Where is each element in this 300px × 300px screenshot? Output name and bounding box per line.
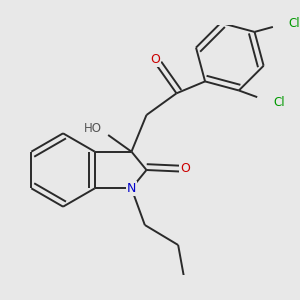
Text: HO: HO	[84, 122, 102, 135]
Text: O: O	[150, 53, 160, 67]
Text: O: O	[180, 162, 190, 175]
Text: Cl: Cl	[289, 17, 300, 30]
Text: N: N	[127, 182, 136, 195]
Text: Cl: Cl	[273, 96, 285, 109]
